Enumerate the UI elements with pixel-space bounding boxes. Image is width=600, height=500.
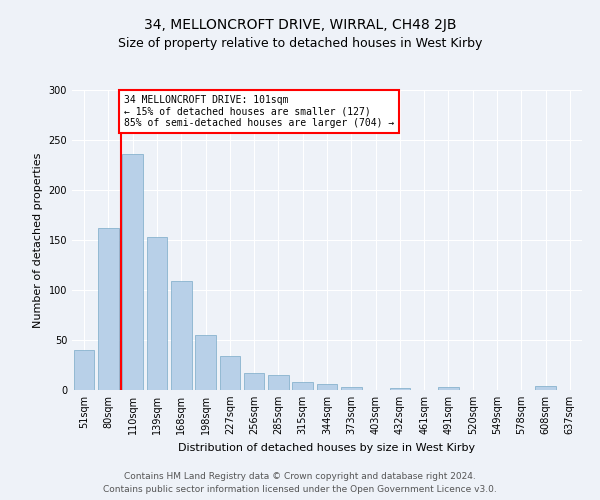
Bar bbox=[98, 228, 119, 390]
Bar bbox=[317, 384, 337, 390]
Bar bbox=[74, 350, 94, 390]
Bar bbox=[292, 382, 313, 390]
Y-axis label: Number of detached properties: Number of detached properties bbox=[33, 152, 43, 328]
Text: 34 MELLONCROFT DRIVE: 101sqm
← 15% of detached houses are smaller (127)
85% of s: 34 MELLONCROFT DRIVE: 101sqm ← 15% of de… bbox=[124, 95, 394, 128]
Bar bbox=[122, 154, 143, 390]
Bar bbox=[438, 387, 459, 390]
Text: Contains public sector information licensed under the Open Government Licence v3: Contains public sector information licen… bbox=[103, 485, 497, 494]
Bar bbox=[535, 386, 556, 390]
Bar bbox=[341, 387, 362, 390]
Text: Contains HM Land Registry data © Crown copyright and database right 2024.: Contains HM Land Registry data © Crown c… bbox=[124, 472, 476, 481]
Text: 34, MELLONCROFT DRIVE, WIRRAL, CH48 2JB: 34, MELLONCROFT DRIVE, WIRRAL, CH48 2JB bbox=[144, 18, 456, 32]
X-axis label: Distribution of detached houses by size in West Kirby: Distribution of detached houses by size … bbox=[178, 442, 476, 452]
Bar bbox=[220, 356, 240, 390]
Bar bbox=[268, 375, 289, 390]
Bar bbox=[389, 388, 410, 390]
Bar bbox=[244, 373, 265, 390]
Bar bbox=[171, 281, 191, 390]
Bar bbox=[146, 237, 167, 390]
Text: Size of property relative to detached houses in West Kirby: Size of property relative to detached ho… bbox=[118, 38, 482, 51]
Bar bbox=[195, 335, 216, 390]
